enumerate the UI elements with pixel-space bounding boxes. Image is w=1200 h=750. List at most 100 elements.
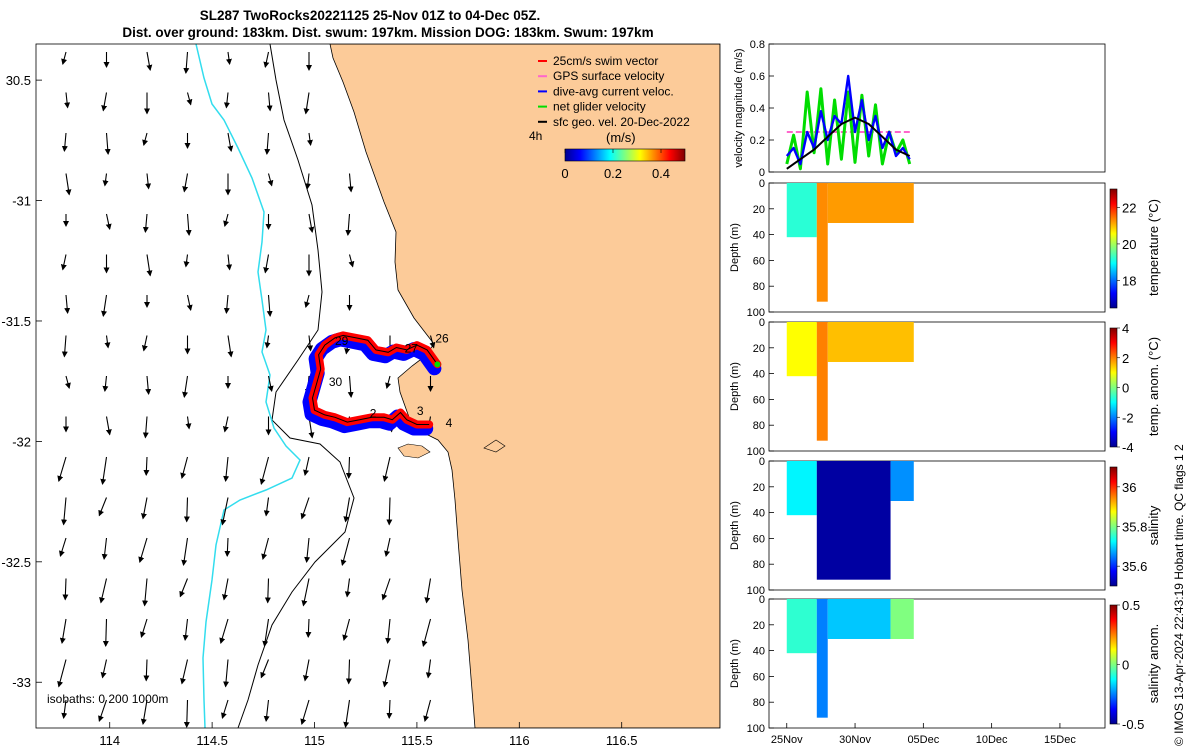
current-arrow (180, 456, 189, 479)
map-y-tick-label: 30.5 (6, 73, 31, 88)
section-y-label: Depth (m) (729, 362, 741, 411)
section-y-tick-label: 100 (747, 307, 765, 319)
velocity-y-tick-label: 0.8 (750, 39, 765, 51)
section-y-tick-label: 0 (759, 317, 765, 329)
current-arrow (345, 659, 352, 685)
map-panel: 26 27 29 30 2 3 4 114 114.5 115 115.5 116 116.5 30.5… (1, 43, 721, 748)
surface-current-vectors (57, 51, 436, 728)
colorbar-tick-label: 35.6 (1122, 559, 1147, 574)
section-y-label: Depth (m) (729, 223, 741, 272)
current-arrow (340, 537, 351, 566)
current-arrow (224, 537, 231, 557)
current-arrow (385, 618, 392, 644)
current-arrow (225, 51, 232, 65)
isobath-legend: isobaths: 0 200 1000m (47, 692, 168, 706)
land-mass (329, 44, 720, 728)
section-y-tick-label: 20 (753, 482, 765, 494)
current-arrow (266, 294, 273, 317)
current-arrow (183, 51, 190, 74)
colorbar-label: temp. anom. (°C) (1146, 337, 1161, 436)
section-y-label: Depth (m) (729, 639, 741, 688)
time-tick-label: 10Dec (976, 734, 1008, 746)
current-arrow (308, 213, 315, 233)
current-arrow (220, 497, 229, 526)
map-y-tick-label: -31 (12, 194, 31, 209)
current-arrow (421, 618, 432, 647)
current-arrow (266, 92, 273, 112)
legend-label: dive-avg current veloc. (553, 84, 674, 98)
colorbar-tick-label: 0 (1122, 658, 1129, 673)
colorbar-tick-label: 22 (1122, 200, 1136, 215)
current-arrow (306, 132, 313, 146)
colorbar-tick-label: -4 (1122, 440, 1134, 455)
section-column (786, 183, 817, 238)
island-2 (483, 439, 506, 453)
section-colorbar (1109, 327, 1118, 448)
colorbar-tick-label: 18 (1122, 274, 1136, 289)
current-arrow (263, 254, 270, 274)
map-x-tick-label: 116 (509, 733, 530, 748)
time-tick-label: 30Nov (839, 734, 871, 746)
section-y-tick-label: 100 (747, 585, 765, 597)
current-arrow (57, 456, 67, 482)
legend-label: GPS surface velocity (553, 69, 664, 83)
current-arrow (62, 578, 69, 601)
current-arrow (226, 254, 233, 271)
current-arrow (343, 497, 351, 523)
current-arrow (263, 497, 270, 517)
section-column (816, 599, 828, 718)
section-y-tick-label: 60 (753, 671, 765, 683)
legend-label: net glider velocity (553, 100, 646, 114)
current-arrow (264, 335, 271, 349)
section-y-tick-label: 20 (753, 204, 765, 216)
map-y-tick-label: -31.5 (1, 314, 31, 329)
current-arrow (263, 51, 270, 68)
current-arrow (61, 699, 68, 719)
current-arrow (138, 537, 148, 563)
current-arrow (347, 375, 354, 398)
current-arrow (183, 254, 190, 268)
series-sfc (786, 116, 911, 170)
current-arrow (382, 456, 391, 482)
section-column (816, 183, 828, 302)
current-arrow (304, 537, 311, 563)
colorbar-tick-label: 36 (1122, 480, 1136, 495)
glider-track (302, 331, 442, 436)
current-arrow (65, 173, 72, 196)
section-y-tick-label: 40 (753, 646, 765, 658)
current-arrow (222, 416, 229, 433)
series-diveavg (785, 74, 911, 166)
speed-colorbar-ticks: 0 0.2 0.4 (561, 149, 670, 181)
section-y-tick-label: 0 (759, 594, 765, 606)
colorbar-tick-label: -0.5 (1122, 717, 1144, 732)
section-y-tick-label: 40 (753, 508, 765, 520)
map-axes: 114 114.5 115 115.5 116 116.5 30.5 -31 -31.5 -32 -… (1, 73, 637, 748)
colorbar-tick-label: 0.2 (604, 166, 622, 181)
section-y-tick-label: 100 (747, 446, 765, 458)
map-x-tick-label: 114 (99, 733, 120, 748)
isobath-1000m (195, 44, 301, 728)
velocity-y-tick-label: 0 (759, 167, 765, 179)
current-arrow (261, 537, 270, 560)
current-arrow (221, 699, 229, 719)
day-label: 29 (335, 334, 349, 348)
current-arrow (260, 659, 270, 679)
current-arrow (385, 375, 391, 389)
section-colorbar (1109, 188, 1118, 309)
section-column (890, 461, 914, 501)
current-arrow (141, 335, 148, 352)
current-arrow (101, 537, 108, 560)
current-arrow (348, 254, 355, 268)
map-x-tick-label: 115.5 (401, 733, 433, 748)
current-arrow (60, 254, 67, 271)
velocity-y-tick-label: 0.2 (750, 135, 765, 147)
current-arrow (303, 92, 310, 115)
map-y-tick-label: -32 (12, 434, 31, 449)
current-arrow (264, 578, 271, 604)
island (397, 443, 431, 459)
current-arrow (305, 618, 312, 638)
map-x-tick-label: 116.5 (606, 733, 638, 748)
section-colorbar (1109, 604, 1118, 725)
current-arrow (262, 618, 270, 647)
